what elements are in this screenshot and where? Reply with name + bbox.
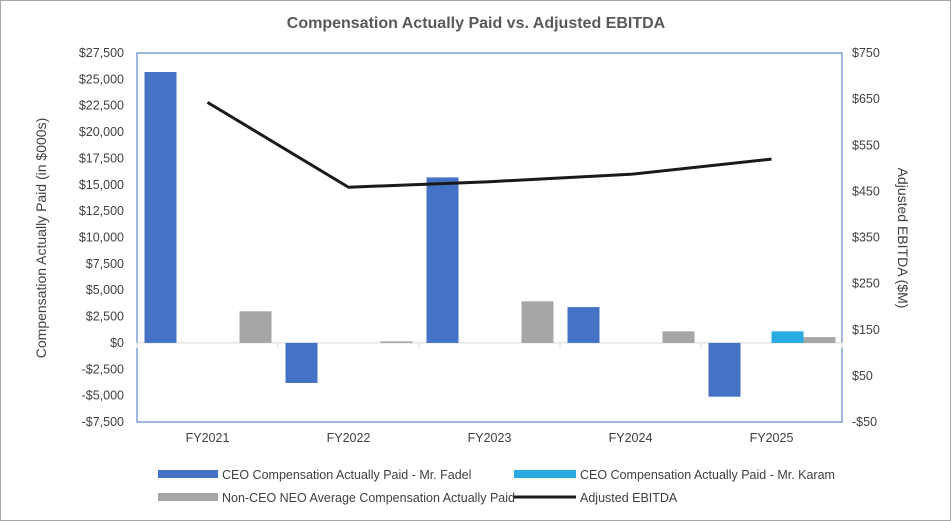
left-tick-label: -$5,000 xyxy=(82,389,124,403)
ebitda-line xyxy=(206,101,772,189)
left-tick-label: -$2,500 xyxy=(82,362,124,376)
right-tick-label: $250 xyxy=(852,277,880,291)
left-tick-label: $22,500 xyxy=(79,99,124,113)
left-tick-label: $17,500 xyxy=(79,151,124,165)
left-tick-label: $2,500 xyxy=(86,310,124,324)
right-axis-title: Adjusted EBITDA ($M) xyxy=(895,168,911,309)
bar-non-ceo xyxy=(803,337,836,343)
left-tick-label: $5,000 xyxy=(86,283,124,297)
legend-swatch-fadel xyxy=(158,470,218,478)
legend: CEO Compensation Actually Paid - Mr. Fad… xyxy=(158,468,835,505)
left-tick-label: $0 xyxy=(110,336,124,350)
bar-fadel xyxy=(144,71,177,343)
bar-fadel xyxy=(708,342,741,397)
bar-non-ceo xyxy=(662,331,695,343)
ebitda-line-group xyxy=(206,101,772,189)
bars-group xyxy=(144,71,836,397)
left-tick-label: $12,500 xyxy=(79,204,124,218)
left-tick-label: $10,000 xyxy=(79,231,124,245)
right-tick-label: -$50 xyxy=(852,415,877,429)
bar-karam xyxy=(771,331,804,343)
legend-label-fadel: CEO Compensation Actually Paid - Mr. Fad… xyxy=(222,468,471,482)
right-tick-label: $550 xyxy=(852,138,880,152)
right-tick-label: $150 xyxy=(852,323,880,337)
legend-swatch-karam xyxy=(514,470,576,478)
plot-area xyxy=(136,52,843,423)
category-label: FY2021 xyxy=(186,431,230,445)
left-axis-ticks: $27,500 $25,000 $22,500 $20,000 $17,500 $15,0… xyxy=(79,46,124,429)
legend-label-ebitda: Adjusted EBITDA xyxy=(580,491,678,505)
bar-non-ceo xyxy=(521,301,554,343)
bar-fadel xyxy=(426,177,459,343)
legend-label-karam: CEO Compensation Actually Paid - Mr. Kar… xyxy=(580,468,835,482)
bar-fadel xyxy=(567,307,600,343)
bar-fadel xyxy=(285,342,318,383)
left-tick-label: $25,000 xyxy=(79,72,124,86)
left-tick-label: $15,000 xyxy=(79,178,124,192)
bar-non-ceo xyxy=(239,311,272,343)
legend-label-non-ceo: Non-CEO NEO Average Compensation Actuall… xyxy=(222,491,515,505)
bar-non-ceo xyxy=(380,341,413,343)
left-tick-label: -$7,500 xyxy=(82,415,124,429)
right-tick-label: $350 xyxy=(852,231,880,245)
category-label: FY2025 xyxy=(750,431,794,445)
category-label: FY2024 xyxy=(609,431,653,445)
right-tick-label: $50 xyxy=(852,369,873,383)
left-axis-title: Compensation Actually Paid (in $000s) xyxy=(33,118,49,358)
chart-title: Compensation Actually Paid vs. Adjusted … xyxy=(287,15,666,32)
left-tick-label: $20,000 xyxy=(79,125,124,139)
right-axis-ticks: $750 $650 $550 $450 $350 $250 $150 $50 -$50 xyxy=(852,46,880,429)
left-tick-label: $27,500 xyxy=(79,46,124,60)
category-labels: FY2021 FY2022 FY2023 FY2024 FY2025 xyxy=(186,431,794,445)
category-label: FY2022 xyxy=(327,431,371,445)
right-tick-label: $650 xyxy=(852,92,880,106)
legend-swatch-non-ceo xyxy=(158,493,218,501)
right-tick-label: $450 xyxy=(852,184,880,198)
category-label: FY2023 xyxy=(468,431,512,445)
left-tick-label: $7,500 xyxy=(86,257,124,271)
right-tick-label: $750 xyxy=(852,46,880,60)
